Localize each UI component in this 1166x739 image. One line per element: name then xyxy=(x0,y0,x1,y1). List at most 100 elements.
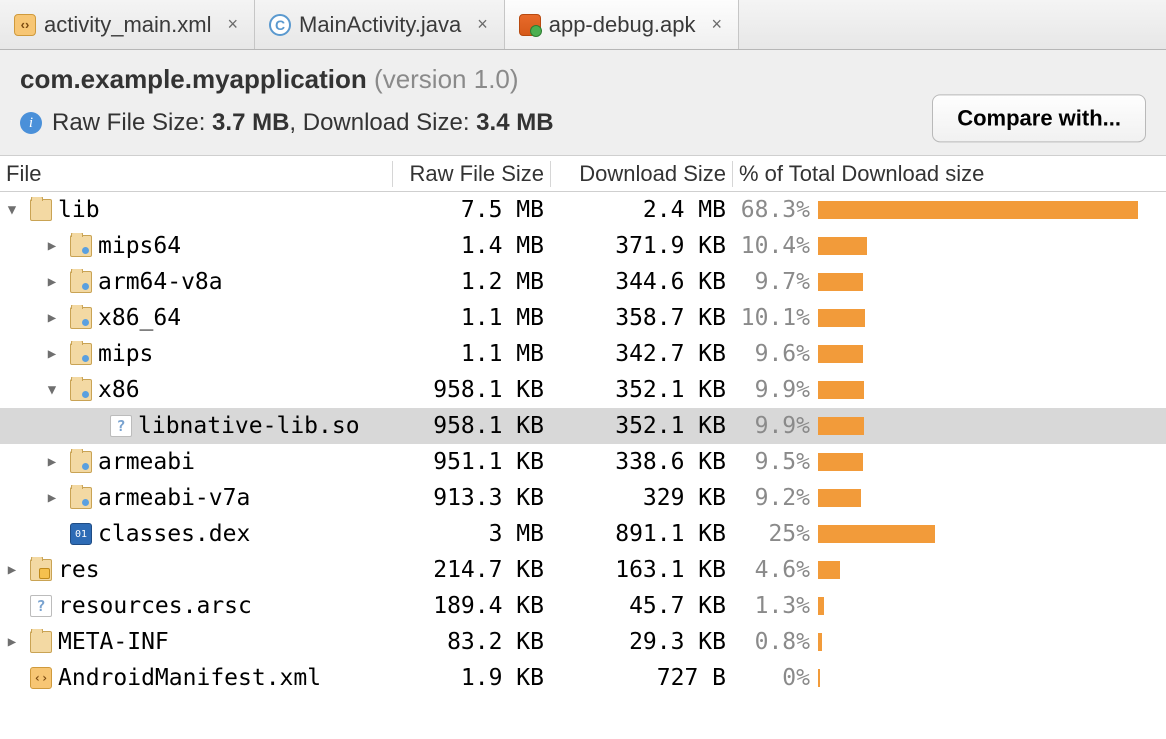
folder-icon xyxy=(70,343,92,365)
file-type-icon: ‹› xyxy=(14,14,36,36)
percent-bar xyxy=(818,381,864,399)
cell-download-size: 329 KB xyxy=(550,485,732,511)
close-icon[interactable]: × xyxy=(219,14,238,35)
disclosure-triangle-icon[interactable]: ▶ xyxy=(44,346,60,362)
disclosure-triangle-icon[interactable]: ▶ xyxy=(4,562,20,578)
cell-raw-size: 958.1 KB xyxy=(392,377,550,403)
cell-raw-size: 913.3 KB xyxy=(392,485,550,511)
disclosure-triangle-icon[interactable]: ▶ xyxy=(44,238,60,254)
tab-label: MainActivity.java xyxy=(299,12,461,38)
file-icon: ? xyxy=(30,595,52,617)
percent-bar xyxy=(818,273,863,291)
cell-percent: 10.1% xyxy=(732,305,1166,331)
table-row[interactable]: ‹›AndroidManifest.xml1.9 KB727 B0% xyxy=(0,660,1166,696)
percent-bar xyxy=(818,309,865,327)
cell-raw-size: 1.1 MB xyxy=(392,305,550,331)
apk-package-name: com.example.myapplication xyxy=(20,64,367,94)
table-body: ▼lib7.5 MB2.4 MB68.3%▶mips641.4 MB371.9 … xyxy=(0,192,1166,739)
cell-percent: 10.4% xyxy=(732,233,1166,259)
percent-text: 9.9% xyxy=(732,413,818,439)
cell-download-size: 371.9 KB xyxy=(550,233,732,259)
folder-icon xyxy=(30,631,52,653)
folder-icon xyxy=(70,379,92,401)
file-name: mips64 xyxy=(98,233,181,259)
raw-size-value: 3.7 MB xyxy=(212,109,289,136)
cell-percent: 9.7% xyxy=(732,269,1166,295)
file-name: mips xyxy=(98,341,153,367)
table-row[interactable]: ▶mips1.1 MB342.7 KB9.6% xyxy=(0,336,1166,372)
percent-text: 9.5% xyxy=(732,449,818,475)
compare-with-button[interactable]: Compare with... xyxy=(932,94,1146,142)
percent-bar-track xyxy=(818,377,1166,403)
tab-label: activity_main.xml xyxy=(44,12,211,38)
file-name: res xyxy=(58,557,100,583)
cell-file: 01classes.dex xyxy=(0,521,392,547)
table-row[interactable]: ▶res214.7 KB163.1 KB4.6% xyxy=(0,552,1166,588)
table-row[interactable]: ?libnative-lib.so958.1 KB352.1 KB9.9% xyxy=(0,408,1166,444)
cell-file: ▶META-INF xyxy=(0,629,392,655)
file-name: libnative-lib.so xyxy=(138,413,360,439)
percent-bar-track xyxy=(818,593,1166,619)
cell-percent: 9.5% xyxy=(732,449,1166,475)
close-icon[interactable]: × xyxy=(704,14,723,35)
file-type-icon xyxy=(519,14,541,36)
table-row[interactable]: 01classes.dex3 MB891.1 KB25% xyxy=(0,516,1166,552)
col-header-raw[interactable]: Raw File Size xyxy=(392,161,550,187)
percent-bar xyxy=(818,489,861,507)
percent-text: 0% xyxy=(732,665,818,691)
cell-file: ▶armeabi-v7a xyxy=(0,485,392,511)
disclosure-triangle-icon[interactable]: ▶ xyxy=(44,454,60,470)
editor-tab[interactable]: ‹› activity_main.xml × xyxy=(0,0,255,49)
cell-percent: 0.8% xyxy=(732,629,1166,655)
table-row[interactable]: ▶META-INF83.2 KB29.3 KB0.8% xyxy=(0,624,1166,660)
table-row[interactable]: ▶armeabi951.1 KB338.6 KB9.5% xyxy=(0,444,1166,480)
table-row[interactable]: ▼x86958.1 KB352.1 KB9.9% xyxy=(0,372,1166,408)
folder-icon xyxy=(70,451,92,473)
folder-icon xyxy=(70,235,92,257)
percent-bar-track xyxy=(818,197,1166,223)
cell-file: ▶x86_64 xyxy=(0,305,392,331)
disclosure-triangle-icon[interactable]: ▼ xyxy=(44,382,60,398)
table-row[interactable]: ▼lib7.5 MB2.4 MB68.3% xyxy=(0,192,1166,228)
folder-icon xyxy=(30,199,52,221)
percent-bar xyxy=(818,417,864,435)
cell-percent: 68.3% xyxy=(732,197,1166,223)
disclosure-triangle-icon[interactable]: ▶ xyxy=(44,310,60,326)
col-header-dl[interactable]: Download Size xyxy=(550,161,732,187)
cell-raw-size: 1.2 MB xyxy=(392,269,550,295)
percent-text: 9.2% xyxy=(732,485,818,511)
disclosure-triangle-icon[interactable]: ▶ xyxy=(44,274,60,290)
disclosure-triangle-icon[interactable]: ▼ xyxy=(4,202,20,218)
cell-percent: 9.9% xyxy=(732,413,1166,439)
disclosure-triangle-icon[interactable]: ▶ xyxy=(44,490,60,506)
table-row[interactable]: ▶x86_641.1 MB358.7 KB10.1% xyxy=(0,300,1166,336)
percent-text: 9.6% xyxy=(732,341,818,367)
cell-percent: 1.3% xyxy=(732,593,1166,619)
file-icon: ‹› xyxy=(30,667,52,689)
disclosure-triangle-icon[interactable]: ▶ xyxy=(4,634,20,650)
cell-file: ‹›AndroidManifest.xml xyxy=(0,665,392,691)
close-icon[interactable]: × xyxy=(469,14,488,35)
percent-bar xyxy=(818,597,824,615)
col-header-file[interactable]: File xyxy=(0,161,392,187)
cell-raw-size: 3 MB xyxy=(392,521,550,547)
percent-text: 10.1% xyxy=(732,305,818,331)
dl-size-label: , Download Size: xyxy=(289,109,469,136)
cell-file: ▶armeabi xyxy=(0,449,392,475)
apk-version: (version 1.0) xyxy=(374,64,519,94)
editor-tab[interactable]: app-debug.apk× xyxy=(505,0,739,49)
percent-bar xyxy=(818,237,867,255)
percent-bar xyxy=(818,561,840,579)
folder-icon xyxy=(70,271,92,293)
apk-header: com.example.myapplication (version 1.0) … xyxy=(0,50,1166,156)
table-row[interactable]: ▶mips641.4 MB371.9 KB10.4% xyxy=(0,228,1166,264)
col-header-pct[interactable]: % of Total Download size xyxy=(732,161,1166,187)
percent-text: 10.4% xyxy=(732,233,818,259)
table-row[interactable]: ▶arm64-v8a1.2 MB344.6 KB9.7% xyxy=(0,264,1166,300)
editor-tab[interactable]: CMainActivity.java× xyxy=(255,0,505,49)
cell-raw-size: 951.1 KB xyxy=(392,449,550,475)
cell-percent: 0% xyxy=(732,665,1166,691)
cell-download-size: 45.7 KB xyxy=(550,593,732,619)
table-row[interactable]: ▶armeabi-v7a913.3 KB329 KB9.2% xyxy=(0,480,1166,516)
table-row[interactable]: ?resources.arsc189.4 KB45.7 KB1.3% xyxy=(0,588,1166,624)
